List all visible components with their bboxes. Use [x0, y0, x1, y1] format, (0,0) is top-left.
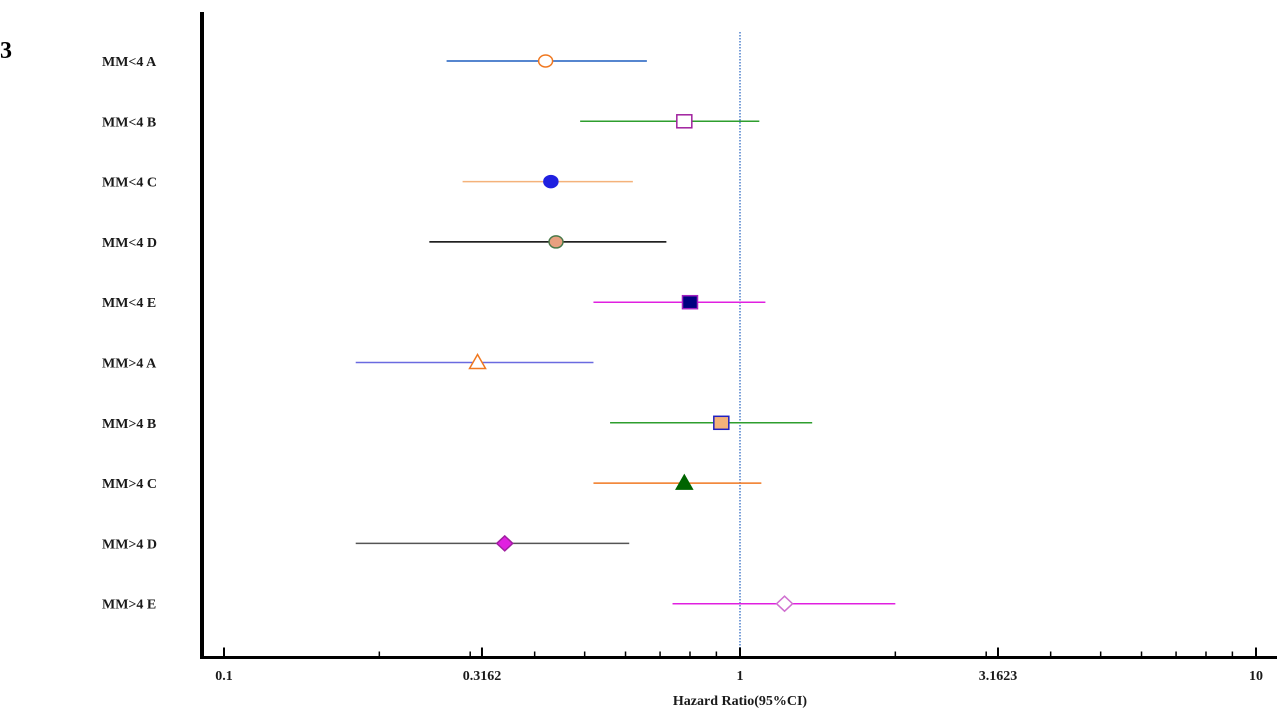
- x-axis-title: Hazard Ratio(95%CI): [673, 694, 807, 709]
- x-tick-label: 10: [1249, 669, 1263, 684]
- forest-rows: MM<4 A MM<4 B MM<4 C MM<4 D MM<4 E MM>4 A MM>4…: [102, 32, 896, 656]
- hr-marker: [676, 114, 693, 129]
- x-tick-label: 0.3162: [463, 669, 502, 684]
- x-tick-label: 1: [737, 669, 744, 684]
- hr-marker: [681, 294, 699, 310]
- row-label: MM>4 A: [102, 357, 157, 372]
- hr-marker: [548, 235, 564, 249]
- row-label: MM>4 E: [102, 598, 156, 613]
- hr-marker: [775, 595, 794, 613]
- row-label: MM>4 D: [102, 537, 157, 552]
- row-label: MM<4 D: [102, 236, 157, 251]
- x-axis: 0.1 0.3162 1 3.1623 10: [215, 647, 1263, 684]
- hr-marker: [675, 473, 694, 490]
- hr-marker: [537, 54, 554, 68]
- row-label: MM>4 C: [102, 477, 157, 492]
- forest-row: MM>4 D: [102, 534, 630, 552]
- forest-row: MM>4 A: [102, 352, 594, 372]
- row-label: MM<4 E: [102, 296, 156, 311]
- hr-marker: [468, 352, 487, 370]
- hr-marker: [713, 415, 730, 431]
- hr-marker: [495, 534, 514, 552]
- row-label: MM<4 A: [102, 55, 157, 70]
- forest-row: MM<4 D: [102, 235, 667, 251]
- forest-row: MM<4 C: [102, 174, 633, 191]
- forest-row: MM<4 B: [102, 114, 760, 130]
- forest-row: MM>4 E: [102, 595, 896, 613]
- x-tick-label: 0.1: [215, 669, 233, 684]
- row-label: MM<4 B: [102, 115, 156, 130]
- hr-marker: [543, 174, 559, 189]
- row-label: MM<4 C: [102, 176, 157, 191]
- forest-row: MM>4 B: [102, 415, 813, 432]
- forest-row: MM>4 C: [102, 473, 762, 492]
- x-tick-label: 3.1623: [979, 669, 1018, 684]
- row-label: MM>4 B: [102, 417, 156, 432]
- panel-label: 3: [0, 38, 12, 64]
- forest-row: MM<4 A: [102, 54, 647, 70]
- forest-row: MM<4 E: [102, 294, 766, 311]
